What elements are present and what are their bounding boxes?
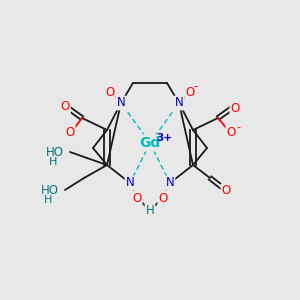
Text: O: O <box>132 191 142 205</box>
Text: -: - <box>194 80 198 94</box>
Text: 3+: 3+ <box>156 133 172 143</box>
Text: O: O <box>185 85 195 98</box>
Text: H: H <box>49 157 57 167</box>
Text: HO: HO <box>46 146 64 158</box>
Text: O: O <box>105 85 115 98</box>
Text: H: H <box>146 203 154 217</box>
Text: N: N <box>166 176 174 190</box>
Text: O: O <box>60 101 70 115</box>
Text: O: O <box>230 101 240 115</box>
Text: O: O <box>221 184 231 197</box>
Text: N: N <box>126 176 134 190</box>
Text: N: N <box>117 97 125 110</box>
Text: O: O <box>65 125 75 139</box>
Text: -: - <box>236 122 240 132</box>
Text: O: O <box>158 191 168 205</box>
Text: N: N <box>175 97 183 110</box>
Text: O: O <box>60 100 70 113</box>
Text: O: O <box>226 125 236 139</box>
Text: Gd: Gd <box>140 136 160 150</box>
Text: H: H <box>44 195 52 205</box>
Text: HO: HO <box>41 184 59 196</box>
